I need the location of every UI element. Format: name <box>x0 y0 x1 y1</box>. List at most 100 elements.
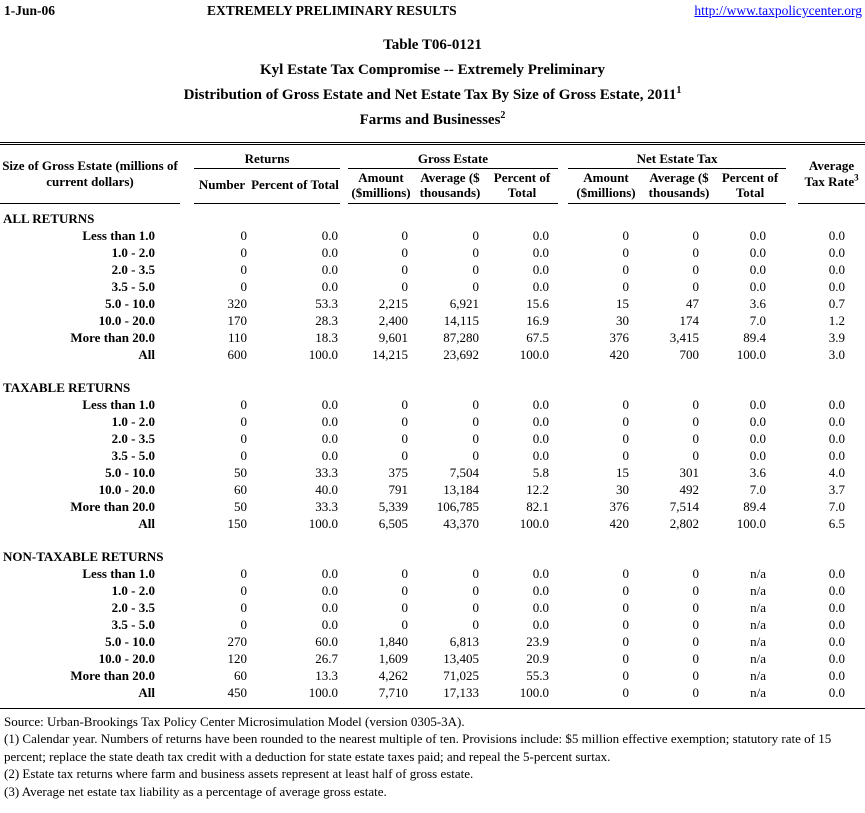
gap-cell <box>558 346 568 363</box>
value-cell: 13,405 <box>443 651 479 666</box>
row-label: Less than 1.0 <box>82 228 155 243</box>
value-cell: 0 <box>692 617 700 632</box>
value-cell: 0.0 <box>321 431 338 446</box>
value-cell: n/a <box>750 583 767 598</box>
value-cell: 0 <box>692 566 700 581</box>
value-cell: n/a <box>750 634 767 649</box>
value-cell: 0 <box>401 397 409 412</box>
table-row: More than 20.0 110 18.3 9,601 87,280 67.5 376 3… <box>0 329 865 346</box>
value-cell: 0 <box>472 228 480 243</box>
footnote-ref-1: 1 <box>676 85 682 96</box>
gap-cell <box>340 464 348 481</box>
value-cell: 0.0 <box>828 685 846 700</box>
gap-cell <box>340 599 348 616</box>
value-cell: 0.7 <box>828 296 846 311</box>
footnote-3: (3) Average net estate tax liability as … <box>4 783 387 799</box>
value-cell: 0.0 <box>828 279 846 294</box>
table-row: 5.0 - 10.0 320 53.3 2,215 6,921 15.6 15 47 3.6 0.… <box>0 295 865 312</box>
value-cell: 0.0 <box>532 279 550 294</box>
row-label: Less than 1.0 <box>82 566 155 581</box>
gap-cell <box>558 498 568 515</box>
gap-cell <box>340 616 348 633</box>
value-cell: 100.0 <box>308 347 338 362</box>
row-label: More than 20.0 <box>70 668 155 683</box>
gap-cell <box>340 295 348 312</box>
gap-cell <box>180 667 194 684</box>
value-cell: 0 <box>692 600 700 615</box>
table-row: Less than 1.0 0 0.0 0 0 0.0 0 0 0.0 0.0 <box>0 396 865 413</box>
group-header-returns: Returns <box>194 145 340 169</box>
value-cell: n/a <box>750 668 767 683</box>
value-cell: 270 <box>227 634 248 649</box>
value-cell: 420 <box>609 516 630 531</box>
section-label: TAXABLE RETURNS <box>3 380 131 395</box>
value-cell: 0 <box>401 279 409 294</box>
footnote-2: (2) Estate tax returns where farm and bu… <box>4 766 474 781</box>
value-cell: 0 <box>692 448 700 463</box>
value-cell: 2,802 <box>669 516 700 531</box>
value-cell: 3.7 <box>828 482 846 497</box>
value-cell: 33.3 <box>315 499 338 514</box>
value-cell: 0.0 <box>532 566 550 581</box>
value-cell: 100.0 <box>519 685 550 700</box>
value-cell: 1.2 <box>828 313 846 328</box>
value-cell: 28.3 <box>315 313 338 328</box>
row-label: Less than 1.0 <box>82 397 155 412</box>
value-cell: 0 <box>622 668 630 683</box>
value-cell: 0 <box>401 414 409 429</box>
gap-cell <box>180 599 194 616</box>
gap-cell <box>558 413 568 430</box>
gap-cell <box>558 244 568 261</box>
value-cell: 0 <box>622 245 630 260</box>
value-cell: 0.0 <box>828 583 846 598</box>
value-cell: 0 <box>692 397 700 412</box>
taxpolicycenter-link[interactable]: http://www.taxpolicycenter.org <box>694 3 862 18</box>
value-cell: 3.0 <box>828 347 846 362</box>
value-cell: 0 <box>692 262 700 277</box>
value-cell: 0.0 <box>532 245 550 260</box>
value-cell: 0.0 <box>828 397 846 412</box>
estate-tax-table: Size of Gross Estate (millions of curren… <box>0 145 865 709</box>
column-header-net-average: Average ($ thousands) <box>644 168 715 204</box>
gap-cell <box>558 261 568 278</box>
value-cell: 3.6 <box>749 296 767 311</box>
gap-cell <box>558 616 568 633</box>
value-cell: 0 <box>240 431 248 446</box>
spacer-row <box>0 363 865 372</box>
value-cell: 6,813 <box>449 634 479 649</box>
gap-cell <box>340 261 348 278</box>
value-cell: 1,609 <box>378 651 408 666</box>
value-cell: 0 <box>401 566 409 581</box>
value-cell: 43,370 <box>443 516 479 531</box>
gap-cell <box>180 565 194 582</box>
value-cell: 0.0 <box>321 414 338 429</box>
value-cell: 0.0 <box>532 583 550 598</box>
top-bar: 1-Jun-06 EXTREMELY PRELIMINARY RESULTS h… <box>0 0 865 20</box>
gap-cell <box>180 481 194 498</box>
value-cell: 0.0 <box>532 600 550 615</box>
table-row: 3.5 - 5.0 0 0.0 0 0 0.0 0 0 n/a 0.0 <box>0 616 865 633</box>
value-cell: 0 <box>472 262 480 277</box>
value-cell: 450 <box>227 685 248 700</box>
value-cell: 16.9 <box>526 313 550 328</box>
gap-cell <box>786 244 798 261</box>
gap-cell <box>558 599 568 616</box>
row-label: 10.0 - 20.0 <box>98 313 155 328</box>
table-row: 10.0 - 20.0 170 28.3 2,400 14,115 16.9 30 174 7.… <box>0 312 865 329</box>
column-header-gross-percent: Percent of Total <box>486 168 559 204</box>
gap-cell <box>180 244 194 261</box>
value-cell: 0.0 <box>321 397 338 412</box>
gap-cell <box>558 565 568 582</box>
row-label: 3.5 - 5.0 <box>111 279 155 294</box>
gap-cell <box>558 227 568 244</box>
gap-cell <box>558 582 568 599</box>
value-cell: 1,840 <box>378 634 408 649</box>
gap-cell <box>558 430 568 447</box>
gap-cell <box>558 464 568 481</box>
value-cell: 0 <box>622 448 630 463</box>
gap-cell <box>558 278 568 295</box>
value-cell: 120 <box>227 651 248 666</box>
gap-cell <box>786 227 798 244</box>
title-block: Table T06-0121 Kyl Estate Tax Compromise… <box>0 37 865 129</box>
column-header-gross-amount: Amount ($millions) <box>348 168 414 204</box>
